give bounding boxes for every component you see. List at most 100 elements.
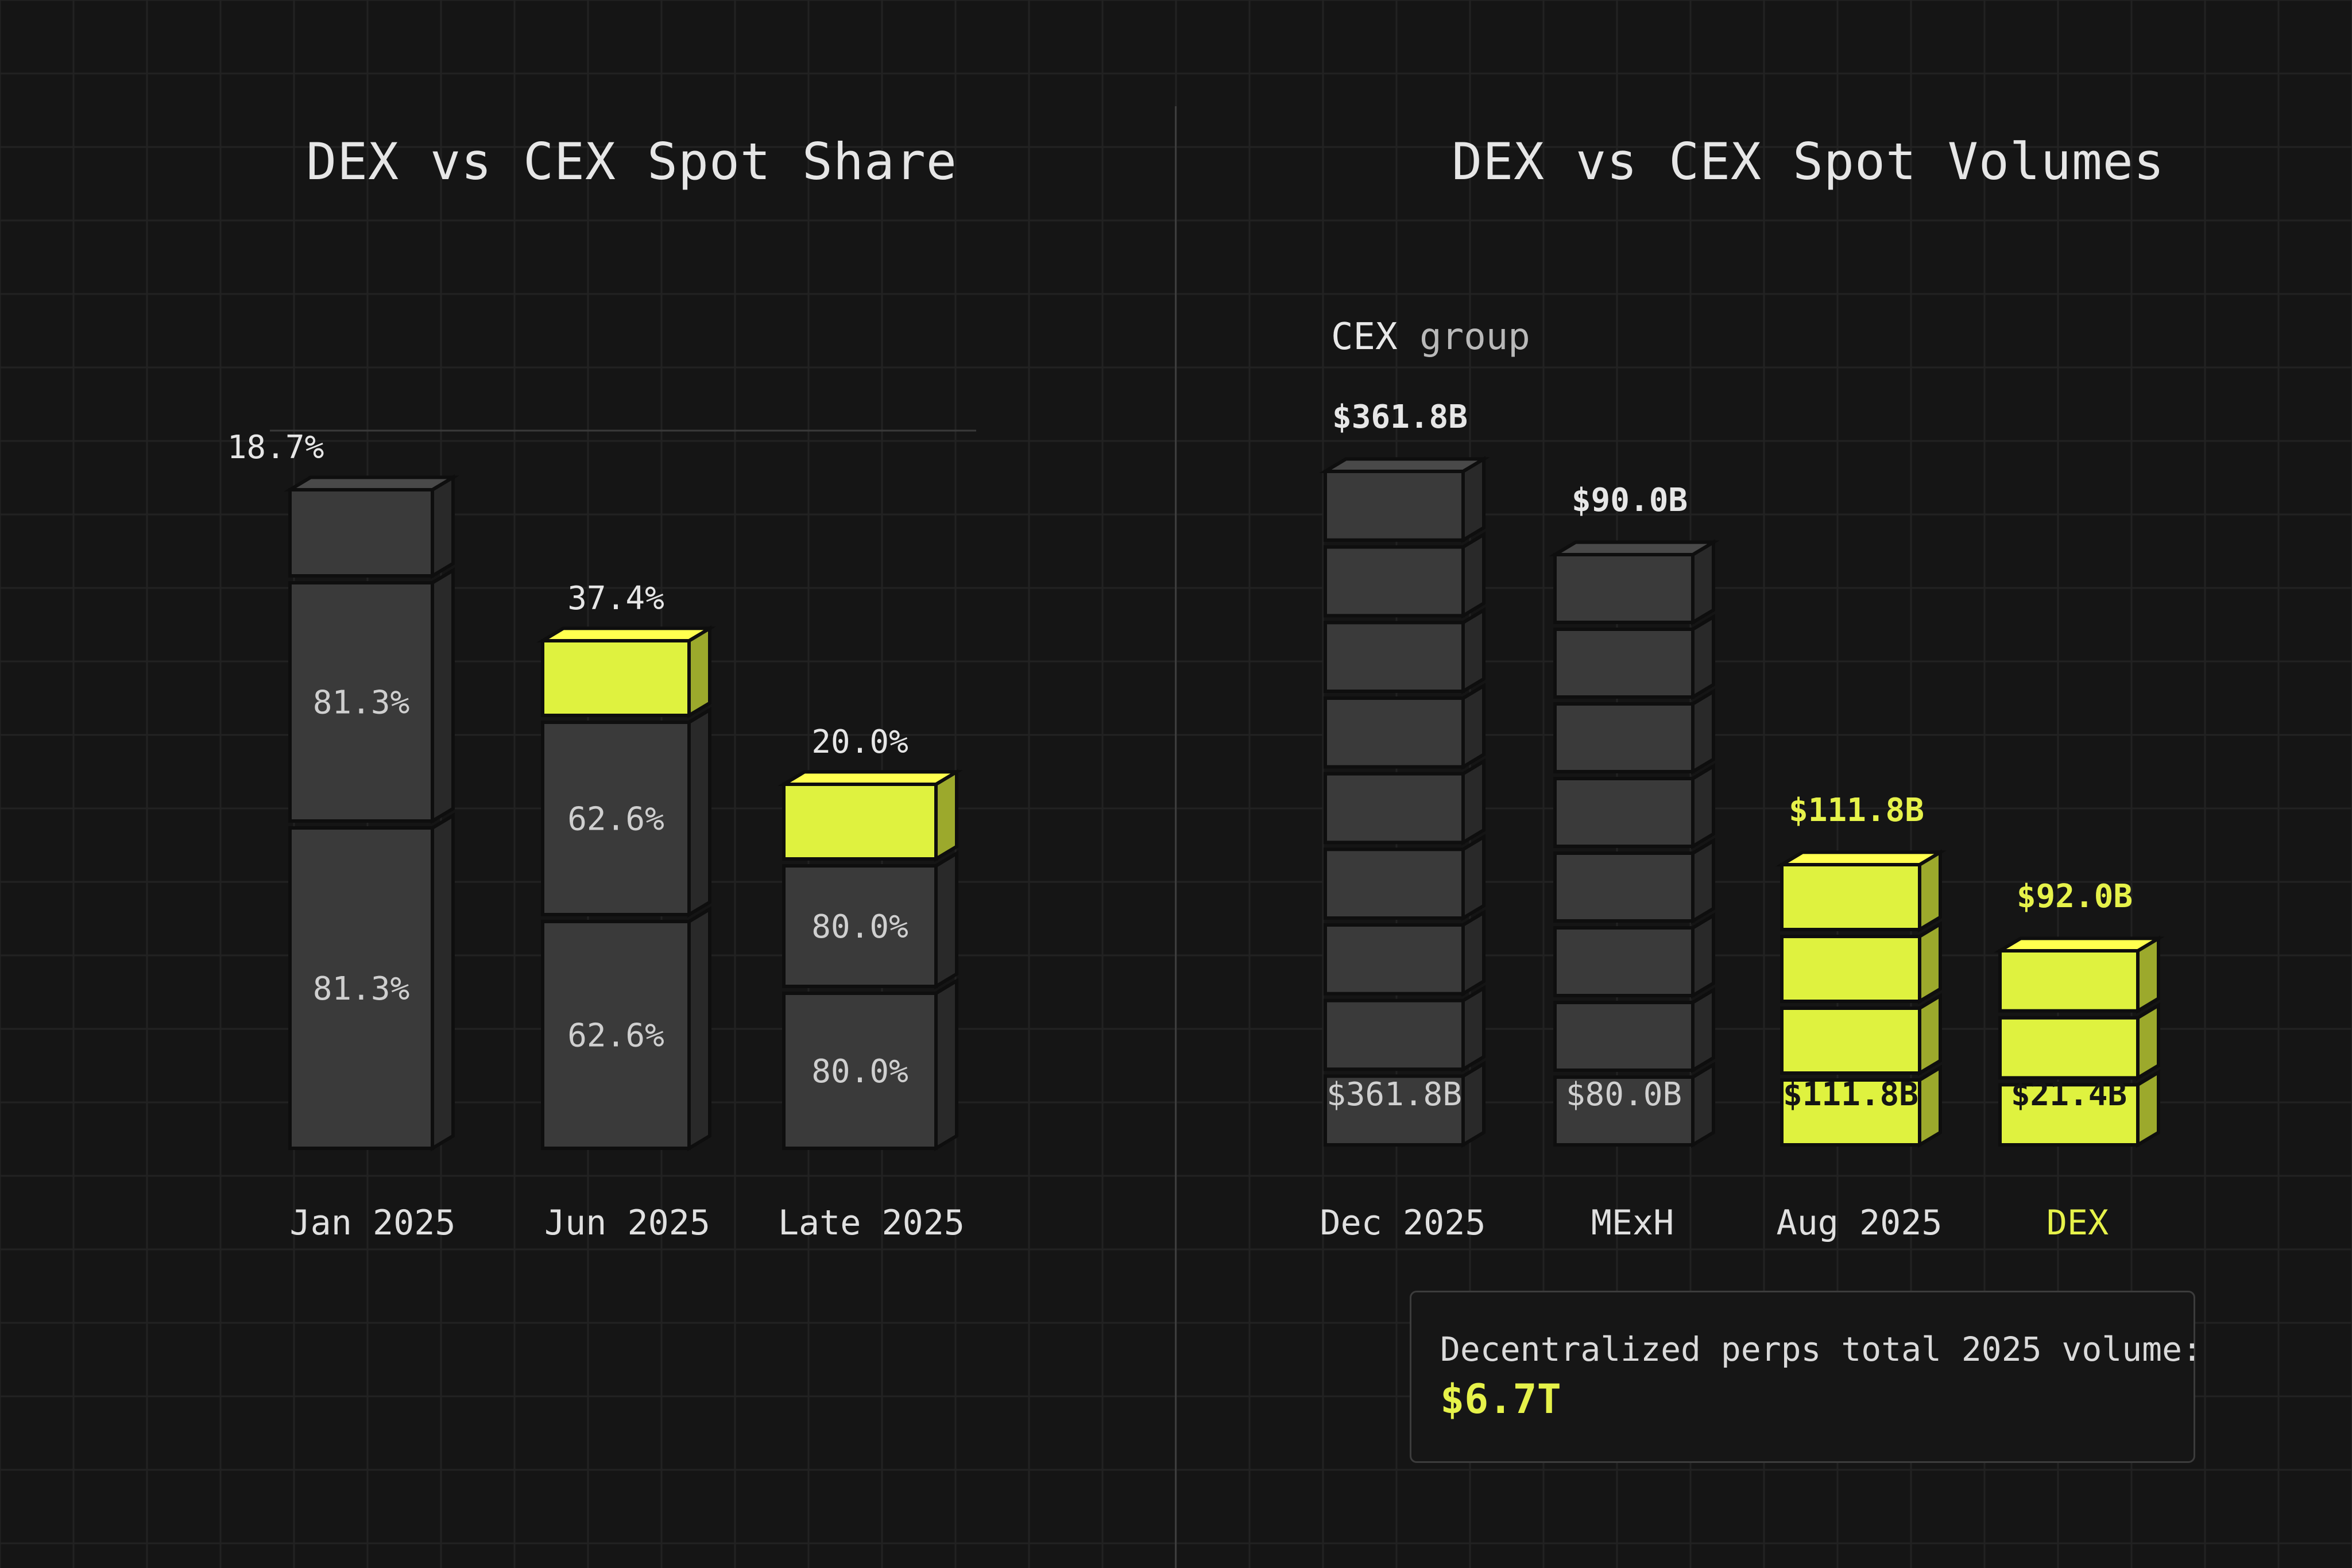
- volume-bar-0-segment-0-side: [1461, 1060, 1486, 1148]
- volume-bar-2-segment-1: [1780, 993, 1942, 1077]
- volume-bar-0-segment-6-front: [1324, 621, 1465, 694]
- volume-bar-0-segment-2: [1324, 909, 1486, 997]
- group-label-suffix: group: [1419, 316, 1530, 358]
- bar-0-segment-mid-front: [288, 581, 434, 823]
- volume-bar-0-segment-3-side: [1461, 834, 1486, 922]
- bar-0-segment-base-front: [288, 826, 434, 1150]
- bar-2-segment-mid: [782, 850, 958, 990]
- volume-bar-2-segment-3-top: [1775, 850, 1947, 866]
- volume-bar-0-segment-6-side: [1461, 607, 1486, 695]
- bar-2-top-label: 20.0%: [811, 723, 908, 761]
- volume-x-tick-label-0: Dec 2025: [1320, 1203, 1486, 1243]
- volume-bar-3-segment-1-side: [2136, 1002, 2160, 1081]
- volume-x-tick-label-3: DEX: [2047, 1203, 2109, 1243]
- volume-bar-2-segment-0-side: [1918, 1064, 1942, 1148]
- volume-bar-0-segment-3: [1324, 834, 1486, 922]
- bar-0-segment-top-front: [288, 488, 434, 578]
- volume-bar-1-segment-7-front: [1553, 553, 1695, 624]
- bar-1-mid-label: 62.6%: [567, 801, 664, 838]
- volume-bar-0-segment-4: [1324, 758, 1486, 846]
- volume-bar-1-base-label: $80.0B: [1566, 1076, 1682, 1113]
- bar-2-segment-base: [782, 978, 958, 1152]
- volume-bar-1-segment-6-side: [1691, 614, 1715, 700]
- volume-bar-0-segment-1-side: [1461, 985, 1486, 1073]
- volume-bar-1-segment-5: [1553, 688, 1715, 775]
- volume-bar-3-segment-0-side: [2136, 1069, 2160, 1148]
- volume-bar-1-segment-5-side: [1691, 688, 1715, 775]
- volume-bar-3-base-label: $21.4B: [2011, 1076, 2127, 1113]
- volume-bar-1-segment-7-top: [1549, 540, 1720, 556]
- volume-bar-0-segment-1-front: [1324, 998, 1465, 1071]
- bar-0-segment-base: [288, 812, 455, 1152]
- bar-0-mid-label: 81.3%: [313, 684, 410, 722]
- bar-0-top-label: 18.7%: [227, 429, 324, 466]
- volume-bar-0-segment-8-top: [1319, 457, 1490, 473]
- volume-bar-0-segment-1: [1324, 985, 1486, 1073]
- volume-bar-1-segment-6: [1553, 614, 1715, 700]
- volume-bar-0-segment-4-side: [1461, 758, 1486, 846]
- volume-bar-1-segment-4: [1553, 763, 1715, 850]
- bar-1-segment-top-front: [541, 639, 691, 717]
- bar-2-segment-base-side: [934, 978, 958, 1152]
- volume-bar-1-segment-5-front: [1553, 702, 1695, 773]
- volume-bar-2-segment-3: [1775, 849, 1947, 933]
- bar-0-base-label: 81.3%: [313, 970, 410, 1008]
- bar-0-segment-top: [284, 474, 459, 579]
- volume-bar-3-segment-2: [1994, 935, 2165, 1014]
- bar-2-segment-mid-side: [934, 850, 958, 990]
- x-tick-label-2: Late 2025: [778, 1203, 965, 1243]
- volume-bar-0-segment-0: [1324, 1060, 1486, 1148]
- volume-bar-2-segment-1-front: [1780, 1006, 1921, 1075]
- volume-bar-0-segment-7-front: [1324, 545, 1465, 618]
- bar-1-base-label: 62.6%: [567, 1017, 664, 1055]
- bar-1-segment-mid-front: [541, 721, 691, 916]
- share-chart: 81.3% 81.3% 18.7% Jan 2025 62.6% 62.6% 37.4% Ju…: [227, 429, 976, 1243]
- volume-bar-3-segment-1: [1998, 1002, 2160, 1081]
- panel-divider: [1175, 106, 1177, 1568]
- volume-x-tick-label-1: MExH: [1591, 1203, 1674, 1243]
- x-tick-label-0: Jan 2025: [290, 1203, 456, 1243]
- volume-bar-1-segment-0-side: [1691, 1062, 1715, 1148]
- volume-bar-2-segment-2: [1780, 921, 1942, 1005]
- callout-text: Decentralized perps total 2025 volume:: [1440, 1330, 2202, 1369]
- bar-0-segment-base-side: [431, 812, 455, 1152]
- bar-2-segment-top: [777, 769, 963, 862]
- volume-bar-2-segment-2-front: [1780, 935, 1921, 1003]
- bar-2-segment-top-top: [777, 770, 963, 786]
- volume-bar-1-segment-0: [1553, 1062, 1715, 1148]
- volume-bar-1-segment-7: [1549, 539, 1720, 626]
- volume-bar-2-base-label: $111.8B: [1783, 1076, 1918, 1113]
- bar-2-base-label: 80.0%: [811, 1053, 908, 1090]
- group-label-main: CEX: [1331, 316, 1398, 358]
- callout-value: $6.7T: [1440, 1376, 1561, 1423]
- volume-bar-1-segment-6-front: [1553, 628, 1695, 699]
- bar-2-mid-label: 80.0%: [811, 908, 908, 946]
- volume-bar-3-top-label: $92.0B: [2017, 878, 2133, 915]
- bar-0-segment-mid-side: [431, 567, 455, 824]
- volume-chart-title: DEX vs CEX Spot Volumes: [1452, 132, 2165, 191]
- volume-panel: DEX vs CEX Spot Volumes: [1177, 0, 2352, 1568]
- volume-bar-2-segment-2-side: [1918, 921, 1942, 1005]
- volume-bar-0-segment-3-front: [1324, 847, 1465, 920]
- x-tick-label-1: Jun 2025: [544, 1203, 710, 1243]
- volume-bar-3-segment-2-front: [1998, 949, 2140, 1013]
- volume-bar-1-segment-1: [1553, 987, 1715, 1074]
- volume-bar-0-segment-6: [1324, 607, 1486, 695]
- volume-bar-0-segment-4-front: [1324, 772, 1465, 845]
- bar-1-segment-top-top: [536, 626, 716, 642]
- cex-group-label: CEX group: [1331, 316, 1530, 358]
- volume-x-tick-label-2: Aug 2025: [1777, 1203, 1943, 1243]
- bar-1-segment-base-front: [541, 920, 691, 1150]
- volume-bar-0-top-label: $361.8B: [1332, 398, 1468, 436]
- bar-0-segment-mid: [288, 567, 455, 824]
- volume-bar-1-segment-1-side: [1691, 987, 1715, 1074]
- volume-bar-0-segment-5: [1324, 683, 1486, 770]
- bar-1-segment-mid-side: [687, 707, 711, 918]
- volume-bar-1-segment-0-front: [1553, 1075, 1695, 1147]
- volume-bar-1-segment-1-front: [1553, 1001, 1695, 1072]
- volume-bar-3-segment-0: [1998, 1069, 2160, 1148]
- share-chart-title: DEX vs CEX Spot Share: [306, 132, 957, 191]
- volume-bar-1-segment-2-front: [1553, 926, 1695, 997]
